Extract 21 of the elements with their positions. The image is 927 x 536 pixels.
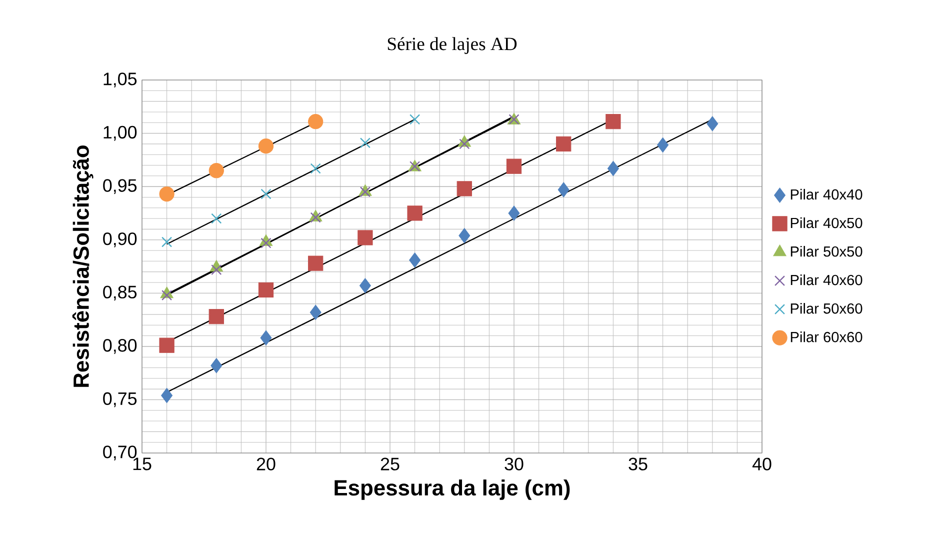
- legend-label: Pilar 60x60: [790, 332, 862, 342]
- y-tick-label: 1,05: [104, 72, 137, 88]
- y-tick-label: 0,90: [103, 232, 137, 248]
- x-axis-title: Espessura da laje (cm): [334, 480, 570, 500]
- chart-title: Série de lajes AD: [388, 37, 517, 54]
- x-tick-label: 40: [752, 458, 772, 470]
- x-tick-label: 25: [380, 458, 400, 470]
- y-tick-label: 0,75: [103, 392, 137, 408]
- legend-label: Pilar 40x50: [790, 217, 862, 228]
- legend-label: Pilar 50x50: [790, 246, 862, 257]
- x-tick-label: 20: [256, 458, 276, 470]
- legend-label: Pilar 40x60: [790, 274, 862, 286]
- y-tick-label: 0,80: [103, 339, 137, 354]
- y-axis-title: Resistência/Solicitação: [72, 146, 94, 387]
- legend-label: Pilar 40x40: [790, 188, 862, 200]
- y-tick-label: 0,85: [103, 286, 137, 301]
- x-tick-label: 30: [504, 458, 524, 470]
- y-tick-label: 0,95: [103, 179, 137, 194]
- legend-label: Pilar 50x60: [790, 302, 862, 314]
- x-tick-label: 35: [628, 458, 648, 470]
- y-tick-label: 1,00: [104, 126, 137, 141]
